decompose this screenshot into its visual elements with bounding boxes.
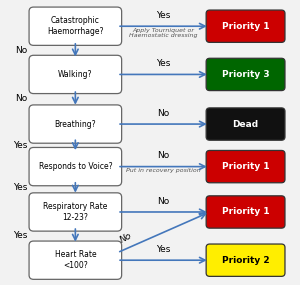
FancyBboxPatch shape (29, 7, 122, 45)
Text: Priority 1: Priority 1 (222, 207, 269, 217)
Text: Yes: Yes (13, 231, 28, 240)
Text: Catastrophic
Haemorrhage?: Catastrophic Haemorrhage? (47, 16, 104, 36)
Text: Responds to Voice?: Responds to Voice? (38, 162, 112, 171)
Text: Priority 1: Priority 1 (222, 22, 269, 31)
Text: Put in recovery position: Put in recovery position (126, 168, 201, 173)
Text: Priority 1: Priority 1 (222, 162, 269, 171)
Text: Apply Tourniquet or
Haemostatic dressing: Apply Tourniquet or Haemostatic dressing (129, 28, 198, 38)
FancyBboxPatch shape (29, 55, 122, 93)
FancyBboxPatch shape (206, 10, 285, 42)
Text: No: No (157, 151, 170, 160)
FancyBboxPatch shape (206, 196, 285, 228)
Text: Yes: Yes (156, 11, 171, 20)
Text: Yes: Yes (13, 183, 28, 192)
Text: Priority 3: Priority 3 (222, 70, 269, 79)
FancyBboxPatch shape (206, 244, 285, 276)
Text: No: No (157, 109, 170, 118)
FancyBboxPatch shape (29, 241, 122, 279)
FancyBboxPatch shape (29, 105, 122, 143)
FancyBboxPatch shape (29, 147, 122, 186)
Text: No: No (15, 94, 28, 103)
Text: Respiratory Rate
12-23?: Respiratory Rate 12-23? (43, 202, 107, 222)
Text: No: No (157, 197, 170, 206)
Text: No: No (15, 46, 28, 55)
FancyBboxPatch shape (206, 58, 285, 91)
Text: Yes: Yes (156, 245, 171, 254)
Text: Breathing?: Breathing? (55, 120, 96, 129)
Text: Yes: Yes (13, 141, 28, 150)
Text: Yes: Yes (156, 59, 171, 68)
Text: Priority 2: Priority 2 (222, 256, 269, 265)
Text: Heart Rate
<100?: Heart Rate <100? (55, 250, 96, 270)
Text: Dead: Dead (232, 120, 259, 129)
Text: No: No (118, 231, 134, 244)
FancyBboxPatch shape (29, 193, 122, 231)
Text: Walking?: Walking? (58, 70, 93, 79)
FancyBboxPatch shape (206, 108, 285, 140)
FancyBboxPatch shape (206, 150, 285, 183)
